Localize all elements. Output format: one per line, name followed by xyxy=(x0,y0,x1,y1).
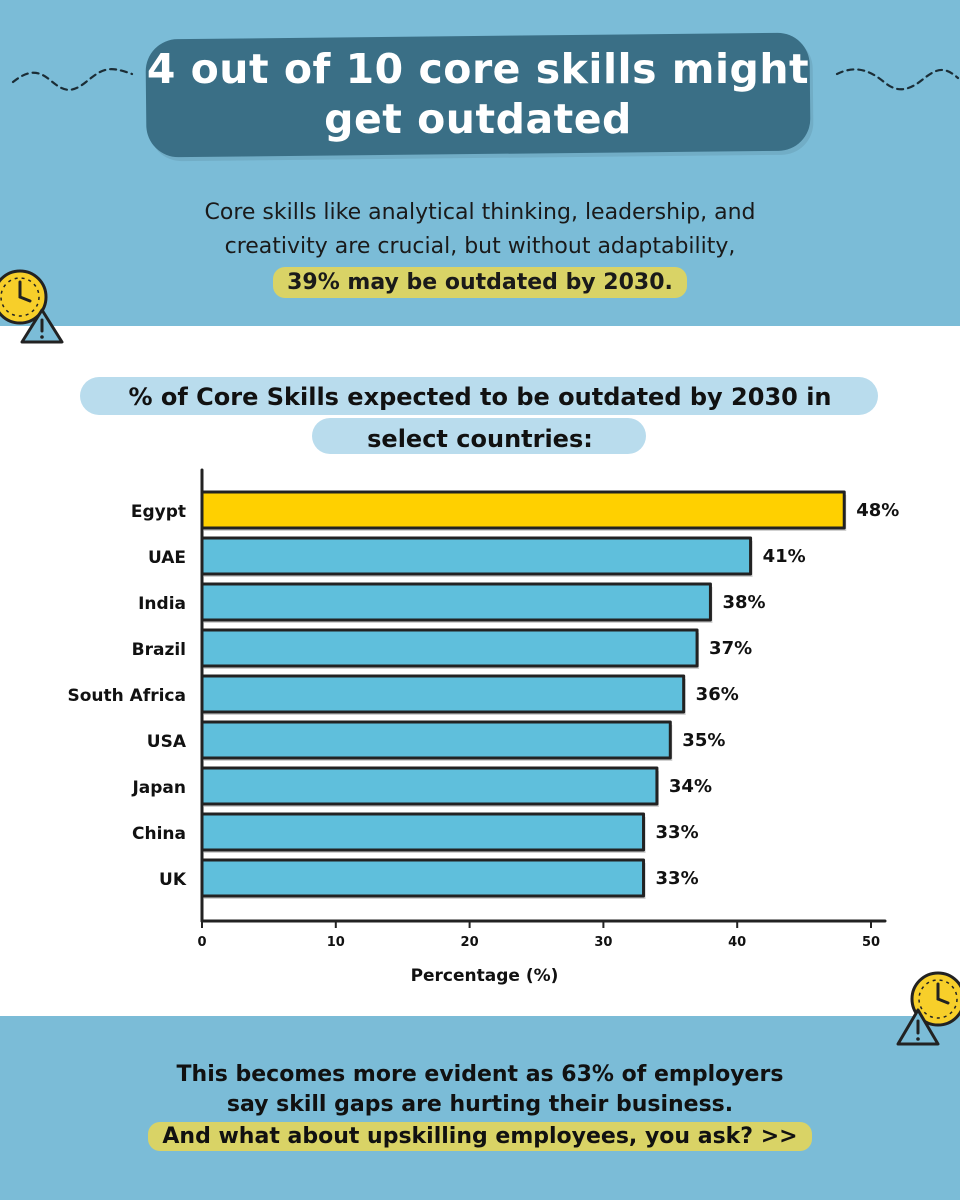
category-label: India xyxy=(138,594,186,614)
category-label: USA xyxy=(147,732,187,752)
chart-title-line-2: select countries: xyxy=(367,425,593,453)
chart-title-line-1: % of Core Skills expected to be outdated… xyxy=(128,383,832,411)
x-tick-label: 30 xyxy=(594,935,612,950)
x-tick-label: 0 xyxy=(197,935,206,950)
bar-japan xyxy=(200,766,659,806)
bar-uae xyxy=(200,536,753,576)
title-line-1: 4 out of 10 core skills might xyxy=(146,45,810,93)
bar-south-africa xyxy=(200,674,686,714)
category-label: UAE xyxy=(148,548,186,568)
warning-icon xyxy=(896,1008,940,1046)
category-label: Egypt xyxy=(131,502,186,522)
value-label: 41% xyxy=(763,546,806,567)
category-label: Brazil xyxy=(132,640,186,660)
warning-icon xyxy=(20,308,64,344)
title-line-2: get outdated xyxy=(324,95,632,143)
footer-line-1: This becomes more evident as 63% of empl… xyxy=(176,1062,784,1087)
intro-highlight: 39% may be outdated by 2030. xyxy=(273,267,687,298)
subtitle-pill-1 xyxy=(80,377,878,415)
intro-text: Core skills like analytical thinking, le… xyxy=(150,196,810,300)
value-label: 36% xyxy=(696,684,739,705)
value-label: 35% xyxy=(682,730,725,751)
chart-title: % of Core Skills expected to be outdated… xyxy=(80,376,880,460)
x-tick-label: 50 xyxy=(862,935,880,950)
category-label: China xyxy=(132,824,186,844)
subtitle-pill-2 xyxy=(312,418,646,454)
bar-india xyxy=(200,582,712,622)
value-label: 33% xyxy=(656,822,699,843)
footer-band xyxy=(0,1016,960,1200)
footer-text: This becomes more evident as 63% of empl… xyxy=(130,1060,830,1152)
bar-chart: Egypt 48% UAE 41% India 38% Brazil 37% South Afr… xyxy=(68,468,899,986)
bar-brazil xyxy=(200,628,699,668)
bar-egypt xyxy=(200,490,846,530)
bar-uk xyxy=(200,858,646,898)
footer-highlight: And what about upskilling employees, you… xyxy=(148,1122,812,1151)
intro-line-1: Core skills like analytical thinking, le… xyxy=(204,200,756,225)
value-label: 48% xyxy=(856,500,899,521)
clock-icon xyxy=(0,269,48,325)
value-label: 34% xyxy=(669,776,712,797)
category-label: South Africa xyxy=(68,686,187,706)
value-label: 37% xyxy=(709,638,752,659)
footer-line-2: say skill gaps are hurting their busines… xyxy=(226,1092,734,1117)
x-tick-label: 20 xyxy=(461,935,479,950)
clock-icon xyxy=(910,971,960,1027)
bar-usa xyxy=(200,720,672,760)
value-label: 38% xyxy=(722,592,765,613)
squiggle-left-decoration xyxy=(11,68,134,91)
x-axis-title: Percentage (%) xyxy=(411,966,559,986)
clock-warning-icon-top xyxy=(0,269,64,344)
x-tick-label: 40 xyxy=(728,935,746,950)
x-tick-label: 10 xyxy=(327,935,345,950)
squiggle-right-decoration xyxy=(835,68,960,91)
category-label: UK xyxy=(159,870,187,890)
bar-china xyxy=(200,812,646,852)
clock-warning-icon-bottom xyxy=(896,971,960,1046)
page-title: 4 out of 10 core skills might get outdat… xyxy=(146,44,810,144)
value-label: 33% xyxy=(656,868,699,889)
category-label: Japan xyxy=(131,778,186,798)
intro-line-2: creativity are crucial, but without adap… xyxy=(224,234,736,259)
